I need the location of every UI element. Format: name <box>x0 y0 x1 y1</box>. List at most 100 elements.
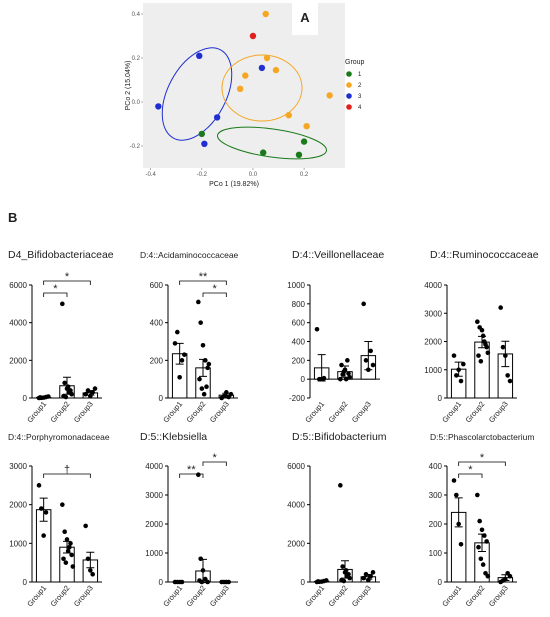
data-point <box>347 575 352 581</box>
ellipse-group1 <box>217 126 327 160</box>
legend-label: 2 <box>358 83 362 89</box>
data-point <box>88 568 93 573</box>
data-point <box>46 394 51 399</box>
data-point <box>36 483 42 488</box>
point <box>303 123 310 130</box>
data-point <box>65 548 71 554</box>
x-tick-label: Group2 <box>185 400 208 425</box>
x-tick-label: Group2 <box>49 584 72 609</box>
y-tick-label: 3000 <box>9 462 27 471</box>
data-point <box>507 378 513 384</box>
y-tick-label: 600 <box>292 319 306 328</box>
legend-title: Group <box>345 59 365 66</box>
y-tick-label: 200 <box>150 356 164 365</box>
y-tick-label: 2000 <box>424 338 442 347</box>
data-point <box>363 571 369 577</box>
data-point <box>338 376 343 382</box>
data-point <box>200 342 206 348</box>
y-tick-label: 1000 <box>287 281 305 290</box>
data-point <box>205 579 210 585</box>
data-point <box>324 578 329 583</box>
y-tick-label: 400 <box>429 462 443 471</box>
chart-title: D:5::Klebsiella <box>140 431 207 443</box>
data-point <box>83 391 88 397</box>
point <box>242 72 249 79</box>
data-point <box>461 361 466 367</box>
y-tick-label: 0 <box>301 375 306 384</box>
y-tick-label: 4000 <box>424 281 442 290</box>
y-tick-label: 100 <box>429 549 443 558</box>
y-tick-label: -200 <box>289 394 306 403</box>
chart-title: D:5::Bifidobacterium <box>292 431 387 443</box>
data-point <box>370 362 376 368</box>
significance-label: * <box>213 283 218 295</box>
y-tick-label: 300 <box>429 491 443 500</box>
point <box>198 130 206 138</box>
data-point <box>68 388 73 393</box>
data-point <box>454 492 459 498</box>
point <box>326 92 333 99</box>
x-tick-label: Group1 <box>440 400 463 425</box>
data-point <box>314 326 320 332</box>
y-tick-label: 1000 <box>145 549 163 558</box>
data-point <box>175 329 180 335</box>
x-tick-label: Group1 <box>303 400 326 425</box>
legend-marker <box>346 71 352 77</box>
data-point <box>206 361 212 367</box>
data-point <box>498 305 503 310</box>
data-point <box>456 521 461 527</box>
data-point <box>60 301 65 307</box>
data-point <box>203 358 208 363</box>
data-point <box>363 358 369 363</box>
x-tick-label: Group2 <box>464 584 487 609</box>
data-point <box>200 568 206 573</box>
y-tick-label: 4000 <box>9 319 27 328</box>
y-tick-label: 0 <box>438 578 443 587</box>
x-tick-label: Group1 <box>161 584 184 609</box>
data-point <box>483 342 488 347</box>
data-point <box>90 390 95 395</box>
data-point <box>370 570 376 575</box>
data-point <box>479 527 485 533</box>
legend-label: 3 <box>358 94 362 100</box>
y-tick-label: 4000 <box>287 501 305 510</box>
data-point <box>64 537 70 542</box>
x-tick-label: Group1 <box>161 400 184 425</box>
data-point <box>505 373 510 378</box>
significance-bracket <box>179 473 204 478</box>
data-point <box>476 544 481 550</box>
significance-bracket <box>202 292 227 297</box>
y-tick-label: 0 <box>301 578 306 587</box>
point <box>249 32 257 40</box>
x-tick-label: Group3 <box>350 584 373 609</box>
significance-label: * <box>480 452 485 464</box>
y-tick-label: 200 <box>429 520 443 529</box>
data-point <box>177 374 182 380</box>
y-axis-label: PCo 2 (15.04%) <box>125 61 132 111</box>
data-point <box>458 542 464 547</box>
y-tick-label: 2000 <box>9 501 27 510</box>
data-point <box>507 573 513 579</box>
data-point <box>70 564 76 569</box>
data-point <box>479 327 485 333</box>
x-tick-label: Group1 <box>25 400 48 425</box>
y-tick-label: 0.2 <box>132 56 141 62</box>
data-point <box>503 353 508 358</box>
data-point <box>199 579 205 585</box>
chart-title: D:4::Acidaminococcaceae <box>140 250 239 260</box>
y-tick-label: 2000 <box>287 539 305 548</box>
data-point <box>179 358 185 363</box>
y-tick-label: 0.4 <box>132 12 141 18</box>
x-tick-label: -0.4 <box>145 172 156 178</box>
x-tick-label: Group3 <box>72 400 95 425</box>
data-point <box>197 376 202 382</box>
data-point <box>63 560 69 565</box>
ellipse-group3 <box>161 47 233 141</box>
point <box>196 52 203 59</box>
legend-label: 4 <box>358 105 362 111</box>
significance-bracket <box>202 461 227 466</box>
data-point <box>199 386 205 391</box>
y-tick-label: 6000 <box>287 462 305 471</box>
data-point <box>60 502 65 507</box>
point <box>213 114 221 121</box>
